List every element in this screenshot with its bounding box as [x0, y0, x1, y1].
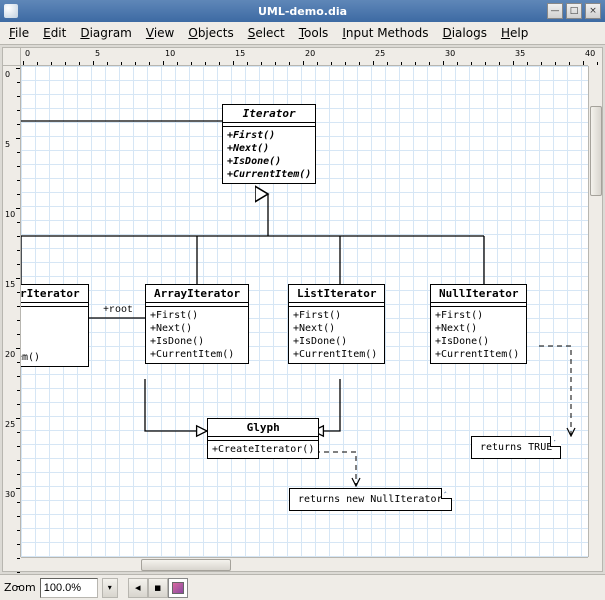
- diagram: Iterator +First() +Next() +IsDone() +Cur…: [21, 66, 588, 557]
- page-icon: [172, 582, 184, 594]
- menubar: FileEditDiagramViewObjectsSelectToolsInp…: [0, 22, 605, 45]
- menu-item-input-methods[interactable]: Input Methods: [335, 23, 435, 43]
- class-name: ListIterator: [289, 285, 384, 303]
- menu-item-help[interactable]: Help: [494, 23, 535, 43]
- page-prev-button[interactable]: ◂: [128, 578, 148, 598]
- ruler-corner: [3, 48, 21, 66]
- note-fold-icon: ×: [444, 487, 449, 496]
- canvas-area: 0510152025303540 051015202530: [2, 47, 603, 572]
- class-name: NullIterator: [431, 285, 526, 303]
- uml-class-glyph[interactable]: Glyph +CreateIterator(): [207, 418, 319, 459]
- zoom-label: Zoom: [4, 581, 36, 594]
- menu-item-objects[interactable]: Objects: [181, 23, 240, 43]
- menu-item-tools[interactable]: Tools: [292, 23, 336, 43]
- scroll-thumb[interactable]: [590, 106, 602, 196]
- page-misc-button[interactable]: ▪: [148, 578, 168, 598]
- class-name: rIterator: [21, 285, 88, 303]
- maximize-button[interactable]: □: [566, 3, 582, 19]
- uml-class-listiterator[interactable]: ListIterator +First() +Next() +IsDone() …: [288, 284, 385, 364]
- zoom-dropdown-button[interactable]: ▾: [102, 578, 118, 598]
- titlebar: UML-demo.dia — □ ×: [0, 0, 605, 22]
- statusbar: Zoom ▾ ◂ ▪: [0, 574, 605, 600]
- scroll-thumb[interactable]: [141, 559, 231, 571]
- assoc-label-root: +root: [103, 305, 133, 316]
- app-icon: [4, 4, 18, 18]
- canvas[interactable]: Iterator +First() +Next() +IsDone() +Cur…: [21, 66, 588, 557]
- class-name: ArrayIterator: [146, 285, 248, 303]
- menu-item-view[interactable]: View: [139, 23, 181, 43]
- uml-class-nulliterator[interactable]: NullIterator +First() +Next() +IsDone() …: [430, 284, 527, 364]
- note-returns-true[interactable]: × returns TRUE: [471, 436, 561, 459]
- page-current-button[interactable]: [168, 578, 188, 598]
- zoom-input[interactable]: [40, 578, 98, 598]
- ruler-vertical: 051015202530: [3, 66, 21, 557]
- class-name: Glyph: [208, 419, 318, 437]
- close-button[interactable]: ×: [585, 3, 601, 19]
- menu-item-file[interactable]: File: [2, 23, 36, 43]
- class-name: Iterator: [223, 105, 315, 123]
- scrollbar-vertical[interactable]: [588, 66, 602, 557]
- window-title: UML-demo.dia: [258, 5, 347, 18]
- scrollbar-horizontal[interactable]: [21, 557, 588, 571]
- ruler-horizontal: 0510152025303540: [21, 48, 588, 66]
- note-fold-icon: ×: [553, 435, 558, 444]
- uml-class-eiterator[interactable]: rIterator em(): [21, 284, 89, 367]
- menu-item-edit[interactable]: Edit: [36, 23, 73, 43]
- minimize-button[interactable]: —: [547, 3, 563, 19]
- menu-item-select[interactable]: Select: [241, 23, 292, 43]
- menu-item-dialogs[interactable]: Dialogs: [435, 23, 493, 43]
- uml-class-arrayiterator[interactable]: ArrayIterator +First() +Next() +IsDone()…: [145, 284, 249, 364]
- menu-item-diagram[interactable]: Diagram: [73, 23, 139, 43]
- uml-class-iterator[interactable]: Iterator +First() +Next() +IsDone() +Cur…: [222, 104, 316, 184]
- note-nulliterator[interactable]: × returns new NullIterator: [289, 488, 452, 511]
